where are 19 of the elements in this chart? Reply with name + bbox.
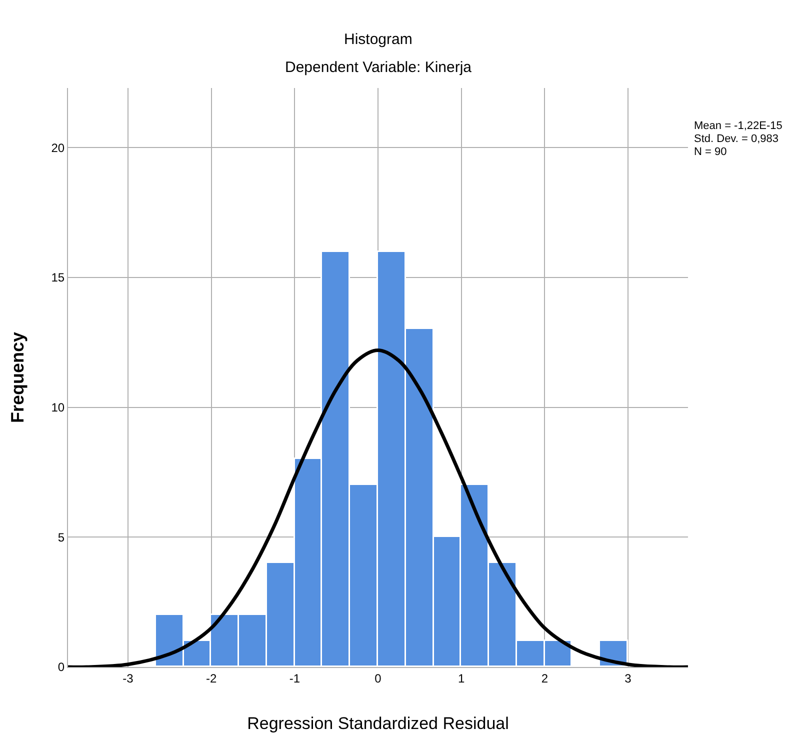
text: Std. Dev. = 0,983 — [694, 133, 778, 145]
y-tick-label: 15 — [51, 270, 65, 285]
y-tick-label: 5 — [58, 530, 65, 544]
x-tick-label: -1 — [289, 671, 300, 686]
x-tick-label: 2 — [541, 671, 548, 686]
chart-title: Histogram — [344, 31, 412, 48]
y-axis-title: Frequency — [7, 332, 28, 424]
text: Mean = -1,22E-15 — [694, 120, 782, 132]
text: N = 90 — [694, 146, 727, 158]
x-tick-label: 1 — [458, 671, 465, 686]
y-tick-label: 10 — [51, 400, 65, 415]
x-tick-label: 0 — [374, 671, 382, 686]
y-tick-label: 0 — [58, 660, 65, 674]
x-tick-label: -2 — [206, 671, 217, 686]
x-tick-label: -3 — [122, 671, 134, 686]
x-axis-title: Regression Standardized Residual — [247, 714, 509, 733]
y-tick-label: 20 — [51, 140, 65, 155]
chart-subtitle: Dependent Variable: Kinerja — [285, 59, 472, 76]
x-tick-label: 3 — [624, 671, 632, 686]
